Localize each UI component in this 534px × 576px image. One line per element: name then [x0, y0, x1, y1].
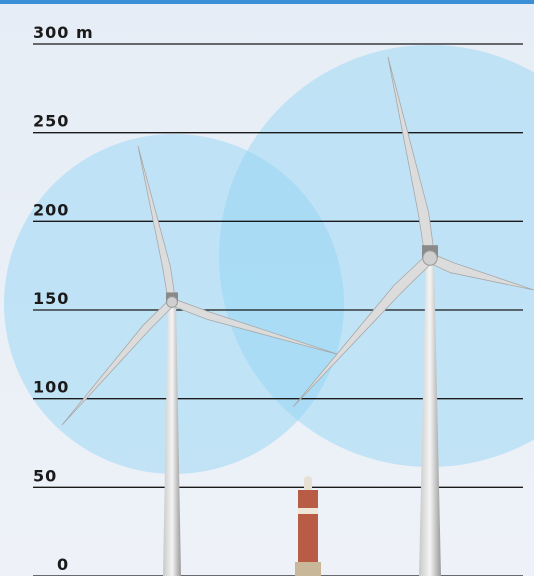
chart: 0 50 100 150 200 250 300 m	[0, 0, 534, 576]
y-tick-label: 150	[33, 289, 69, 308]
hub	[167, 297, 178, 308]
y-tick-label: 0	[57, 555, 69, 574]
y-tick-label: 50	[33, 466, 57, 485]
top-bar	[0, 0, 534, 4]
lighthouse-base	[295, 562, 321, 576]
hub	[423, 251, 437, 265]
lighthouse-body	[298, 490, 318, 562]
lighthouse-band	[298, 508, 318, 514]
y-tick-label: 200	[33, 200, 69, 219]
y-tick-label: 250	[33, 112, 69, 131]
lighthouse-top	[304, 476, 312, 492]
lighthouse	[295, 476, 321, 576]
y-tick-label: 300 m	[33, 23, 94, 42]
y-tick-label: 100	[33, 378, 69, 397]
